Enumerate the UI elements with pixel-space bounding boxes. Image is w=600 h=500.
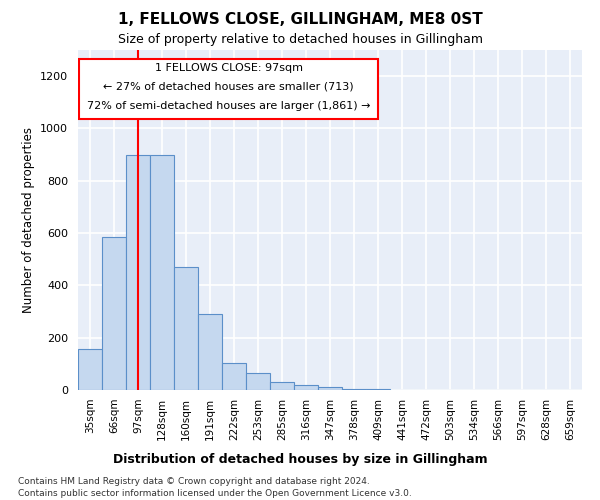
Text: 1 FELLOWS CLOSE: 97sqm: 1 FELLOWS CLOSE: 97sqm — [155, 63, 302, 73]
Bar — [150, 154, 174, 390]
Text: ← 27% of detached houses are smaller (713): ← 27% of detached houses are smaller (71… — [103, 82, 354, 92]
Bar — [246, 373, 270, 390]
Bar — [198, 314, 222, 390]
Bar — [294, 385, 318, 390]
Bar — [342, 388, 366, 390]
Bar — [222, 362, 246, 390]
FancyBboxPatch shape — [79, 59, 378, 120]
Bar — [174, 267, 198, 390]
Text: Size of property relative to detached houses in Gillingham: Size of property relative to detached ho… — [118, 32, 482, 46]
Text: Contains HM Land Registry data © Crown copyright and database right 2024.: Contains HM Land Registry data © Crown c… — [18, 478, 370, 486]
Bar — [270, 382, 294, 390]
Bar — [78, 350, 102, 390]
Bar — [102, 237, 126, 390]
Bar — [318, 388, 342, 390]
Bar — [126, 154, 150, 390]
Y-axis label: Number of detached properties: Number of detached properties — [22, 127, 35, 313]
Text: Contains public sector information licensed under the Open Government Licence v3: Contains public sector information licen… — [18, 489, 412, 498]
Text: Distribution of detached houses by size in Gillingham: Distribution of detached houses by size … — [113, 452, 487, 466]
Text: 1, FELLOWS CLOSE, GILLINGHAM, ME8 0ST: 1, FELLOWS CLOSE, GILLINGHAM, ME8 0ST — [118, 12, 482, 28]
Text: 72% of semi-detached houses are larger (1,861) →: 72% of semi-detached houses are larger (… — [87, 100, 370, 110]
